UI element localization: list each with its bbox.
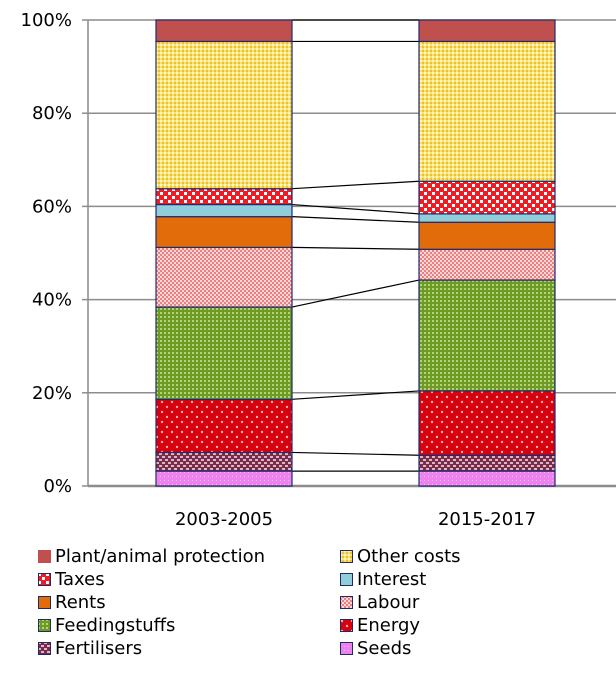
legend-swatch [340, 619, 353, 632]
bar-segment-feedingstuffs-0 [155, 306, 293, 400]
legend-swatch [38, 596, 51, 609]
bar-segment-labour-0 [155, 246, 293, 308]
bar-segment-other-0 [155, 40, 293, 190]
connector-line-fertilisers [291, 451, 420, 456]
x-category-label: 2015-2017 [438, 509, 536, 530]
legend-item-interest: Interest [340, 568, 598, 591]
legend: Plant/animal protection Other costs Taxes I… [38, 545, 598, 660]
y-tick-label: 0% [43, 476, 72, 497]
axis-labels: 0% 20% 40% 60% 80% 100% 2003-2005 2015-2017 [21, 10, 537, 530]
legend-swatch [38, 619, 51, 632]
bar-segment-energy-0 [155, 398, 293, 454]
legend-label: Interest [357, 569, 427, 590]
connector-line-energy [291, 390, 420, 400]
legend-item-feedingstuffs: Feedingstuffs [38, 614, 340, 637]
legend-swatch [38, 550, 51, 563]
x-category-label: 2003-2005 [175, 509, 273, 530]
bar-segment-taxes-1 [418, 180, 556, 215]
legend-label: Labour [357, 592, 420, 613]
bars [155, 19, 556, 487]
connector-line-feedingstuffs [291, 279, 420, 308]
legend-item-other: Other costs [340, 545, 598, 568]
legend-item-labour: Labour [340, 591, 598, 614]
bar-segment-fertilisers-1 [418, 454, 556, 472]
legend-swatch [340, 573, 353, 586]
legend-item-energy: Energy [340, 614, 598, 637]
y-tick-label: 100% [21, 10, 72, 31]
legend-label: Feedingstuffs [55, 615, 176, 636]
legend-swatch [340, 642, 353, 655]
connector-line-interest [291, 203, 420, 215]
legend-label: Rents [55, 592, 106, 613]
legend-item-rents: Rents [38, 591, 340, 614]
bar-segment-rents-0 [155, 216, 293, 249]
bar-segment-feedingstuffs-1 [418, 279, 556, 392]
legend-swatch [38, 642, 51, 655]
stacked-bar-chart: 0% 20% 40% 60% 80% 100% 2003-2005 2015-2017 [21, 10, 616, 530]
legend-swatch [38, 573, 51, 586]
legend-swatch [340, 596, 353, 609]
bar-segment-interest-0 [155, 203, 293, 218]
legend-label: Plant/animal protection [55, 546, 266, 567]
bar-segment-seeds-0 [155, 470, 293, 487]
y-tick-label: 20% [32, 383, 72, 404]
bar-segment-seeds-1 [418, 470, 556, 487]
legend-item-seeds: Seeds [340, 637, 598, 660]
bar-segment-other-1 [418, 40, 556, 182]
legend-item-taxes: Taxes [38, 568, 340, 591]
connector-line-taxes [291, 180, 420, 190]
bar-segment-taxes-0 [155, 188, 293, 206]
bar-segment-rents-1 [418, 221, 556, 250]
connector-line-labour [291, 246, 420, 250]
bar-segment-interest-1 [418, 213, 556, 223]
legend-item-fertilisers: Fertilisers [38, 637, 340, 660]
bar-segment-protection-0 [155, 19, 293, 43]
legend-label: Taxes [55, 569, 105, 590]
legend-label: Fertilisers [55, 638, 143, 659]
bar-segment-labour-1 [418, 248, 556, 281]
legend-label: Other costs [357, 546, 461, 567]
bar-segment-protection-1 [418, 19, 556, 43]
y-tick-label: 40% [32, 290, 72, 311]
legend-label: Seeds [357, 638, 412, 659]
legend-label: Energy [357, 615, 421, 636]
y-tick-label: 60% [32, 196, 72, 217]
legend-swatch [340, 550, 353, 563]
connector-line-rents [291, 216, 420, 223]
legend-item-protection: Plant/animal protection [38, 545, 340, 568]
series-connector-lines [291, 19, 420, 472]
bar-segment-energy-1 [418, 390, 556, 456]
bar-segment-fertilisers-0 [155, 451, 293, 472]
y-tick-label: 80% [32, 103, 72, 124]
